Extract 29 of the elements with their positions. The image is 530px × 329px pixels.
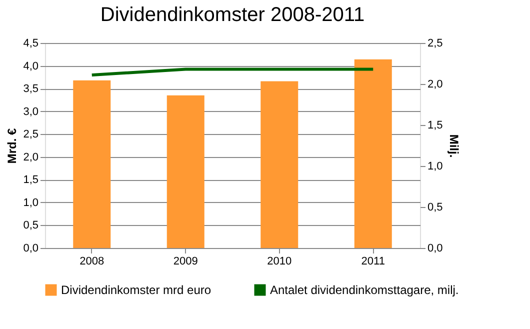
- y2-tick-label: 0,5: [428, 202, 443, 214]
- y-tick-label: 4,5: [23, 38, 38, 50]
- bar: [73, 80, 111, 248]
- y-tick-label: 0,0: [23, 242, 38, 254]
- y-tick-label: 2,5: [23, 128, 38, 141]
- bar: [260, 81, 298, 248]
- bar: [354, 59, 392, 248]
- y-tick-label: 2,0: [23, 151, 38, 164]
- y2-tick-label: 2,5: [428, 38, 443, 50]
- x-tick-label: 2009: [173, 256, 198, 268]
- y-tick-label: 3,5: [23, 83, 38, 96]
- chart-title: Dividendinkomster 2008-2011: [100, 4, 365, 26]
- legend-label: Antalet dividendinkomsttagare, milj.: [270, 283, 459, 297]
- y-axis-title: Mrd. €: [5, 128, 20, 164]
- x-tick-label: 2008: [80, 256, 104, 268]
- y-tick-label: 3,0: [23, 106, 38, 118]
- bar: [166, 95, 204, 248]
- y-tick-label: 1,5: [23, 174, 38, 186]
- y-tick-label: 0,5: [23, 220, 38, 232]
- y2-tick-label: 0,0: [428, 242, 443, 254]
- y2-tick-label: 1,0: [428, 160, 443, 172]
- x-tick-label: 2011: [361, 256, 385, 268]
- y-tick-label: 4,0: [23, 60, 38, 72]
- y2-axis-title: Milj.: [446, 134, 461, 158]
- legend-label: Dividendinkomster mrd euro: [61, 283, 212, 297]
- y2-tick-label: 2,0: [428, 78, 443, 90]
- y-tick-label: 1,0: [23, 196, 38, 209]
- x-tick-label: 2010: [267, 256, 292, 268]
- y2-tick-label: 1,5: [428, 120, 443, 132]
